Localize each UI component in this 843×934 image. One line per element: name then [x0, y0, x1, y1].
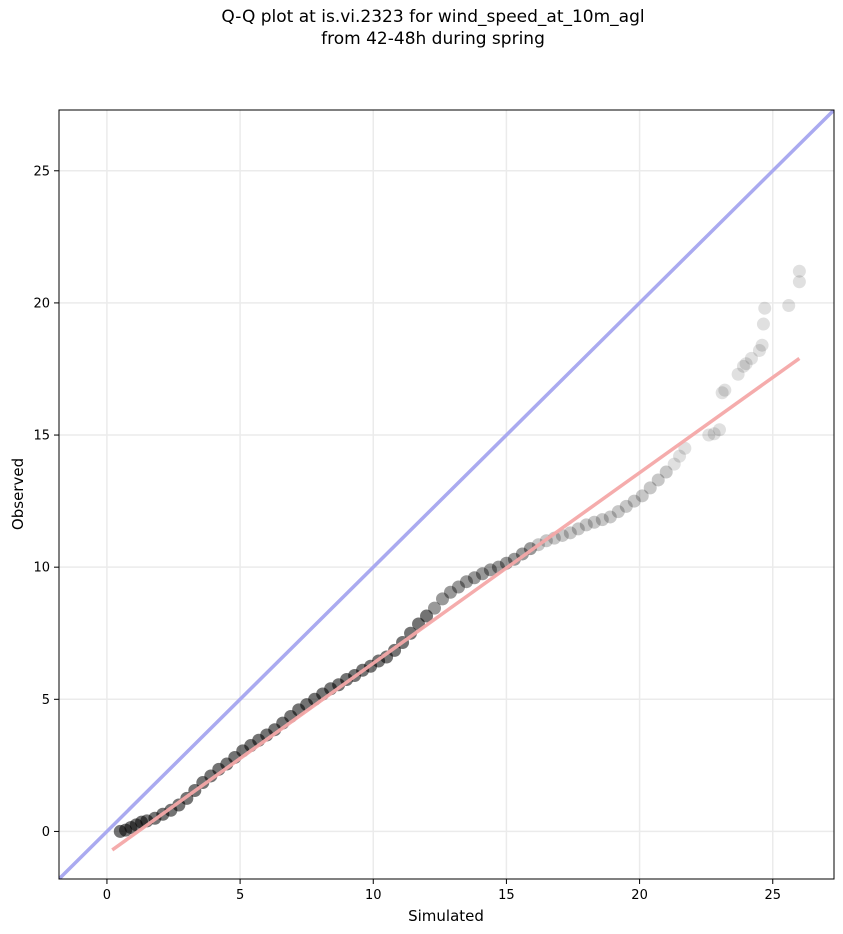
data-point — [571, 522, 585, 536]
y-axis-ticks: 0 5 10 15 20 25 — [33, 164, 59, 840]
data-point — [739, 357, 753, 371]
data-point — [673, 449, 687, 463]
x-tick-label: 0 — [103, 888, 111, 903]
data-point — [756, 317, 770, 331]
data-point — [712, 423, 726, 437]
data-point — [635, 489, 649, 503]
data-point — [659, 465, 673, 479]
data-point — [736, 359, 750, 373]
data-point — [579, 518, 593, 532]
fit-line — [111, 356, 801, 852]
data-point — [651, 473, 665, 487]
data-point — [436, 592, 450, 606]
y-tick-label: 15 — [33, 429, 50, 444]
chart-title-line-2: from 42-48h during spring — [321, 29, 545, 49]
y-axis-label: Observed — [9, 458, 27, 530]
data-point — [611, 505, 625, 519]
data-point — [702, 428, 716, 442]
data-point — [475, 567, 489, 581]
data-point — [483, 563, 497, 577]
data-point — [744, 351, 758, 365]
data-point — [707, 427, 721, 441]
data-point — [563, 526, 577, 540]
data-point — [595, 513, 609, 527]
reference-lines — [59, 110, 834, 879]
data-point — [619, 499, 633, 513]
data-point — [782, 299, 796, 313]
data-point — [459, 575, 473, 589]
data-point — [667, 457, 681, 471]
y-tick-label: 0 — [42, 825, 50, 840]
data-point — [428, 601, 442, 615]
y-tick-label: 20 — [33, 296, 50, 311]
data-point — [718, 383, 732, 397]
x-tick-label: 10 — [365, 888, 382, 903]
data-point — [587, 515, 601, 529]
identity-line — [59, 110, 834, 879]
data-point — [792, 264, 806, 278]
chart-title-line-1: Q-Q plot at is.vi.2323 for wind_speed_at… — [221, 7, 645, 27]
data-point — [404, 626, 418, 640]
data-point — [715, 386, 729, 400]
x-tick-label: 20 — [631, 888, 648, 903]
grid — [59, 110, 834, 879]
y-tick-label: 5 — [42, 693, 50, 708]
x-tick-label: 25 — [764, 888, 781, 903]
x-axis-label: Simulated — [408, 907, 484, 925]
plot-frame — [58, 109, 835, 880]
data-point — [758, 301, 772, 315]
data-point — [443, 585, 457, 599]
chart-title: Q-Q plot at is.vi.2323 for wind_speed_at… — [0, 6, 843, 50]
data-point — [643, 481, 657, 495]
data-point — [603, 510, 617, 524]
y-tick-label: 25 — [33, 164, 50, 179]
data-point — [792, 275, 806, 289]
data-point — [755, 338, 769, 352]
data-point — [451, 580, 465, 594]
data-point — [467, 571, 481, 585]
data-point — [678, 441, 692, 455]
x-tick-label: 15 — [498, 888, 515, 903]
y-tick-label: 10 — [33, 561, 50, 576]
data-point — [731, 367, 745, 381]
x-axis-ticks: 0 5 10 15 20 25 — [103, 879, 781, 903]
data-points — [111, 264, 806, 852]
data-point — [627, 494, 641, 508]
x-tick-label: 5 — [236, 888, 244, 903]
data-point — [420, 609, 434, 623]
data-point — [752, 343, 766, 357]
